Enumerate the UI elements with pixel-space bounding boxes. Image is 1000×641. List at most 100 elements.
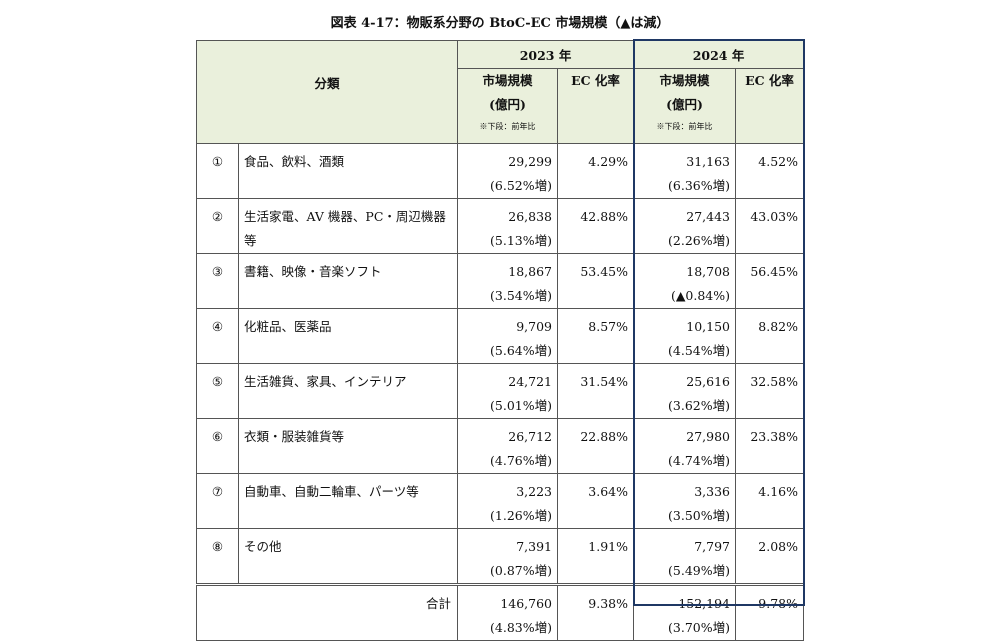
total-row: 合計 146,760 (4.83%増) 9.38% 152,194 (3.70%増) 9.7…: [195, 583, 805, 641]
market-size-cell: 25,616 (3.62%増): [633, 363, 737, 419]
market-size: 18,708: [686, 264, 731, 279]
note-label: ※下段：前年比: [656, 122, 713, 131]
ec-rate: 9.78%: [735, 583, 805, 641]
subheader-row: 市場規模 (億円) ※下段：前年比 EC 化率 市場規模 (億円) ※下段：前年比 EC 化率: [197, 68, 805, 144]
ec-rate: 43.03%: [735, 198, 805, 254]
growth-rate: (4.74%増): [668, 453, 731, 468]
unit-label: (億円): [666, 97, 703, 112]
market-size-label: 市場規模: [482, 73, 533, 88]
ec-rate: 3.64%: [557, 473, 635, 529]
category-header: 分類: [195, 40, 459, 144]
data-row: ③ 書籍、映像・音楽ソフト 18,867 (3.54%増) 53.45% 18,708 (▲…: [196, 253, 805, 309]
ec-rate: 8.57%: [557, 308, 635, 364]
category-name: 書籍、映像・音楽ソフト: [237, 253, 459, 309]
market-size-cell: 3,336 (3.50%増): [633, 473, 737, 529]
market-size: 31,163: [686, 154, 731, 169]
market-size-cell: 18,867 (3.54%増): [457, 253, 559, 309]
category-name: 生活雑貨、家具、インテリア: [237, 363, 459, 419]
growth-rate: (4.83%増): [490, 620, 553, 635]
year-header: 2024 年: [633, 40, 805, 69]
ec-rate: 32.58%: [735, 363, 805, 419]
note-label: ※下段：前年比: [479, 122, 536, 131]
category-name: その他: [237, 528, 459, 585]
market-size-cell: 31,163 (6.36%増): [633, 143, 737, 199]
market-size-cell: 152,194 (3.70%増): [633, 583, 737, 641]
ec-rate: 1.91%: [557, 528, 635, 585]
market-size: 9,709: [516, 319, 553, 334]
market-size-cell: 26,838 (5.13%増): [457, 198, 559, 254]
market-size-cell: 7,797 (5.49%増): [633, 528, 737, 585]
growth-rate: (3.70%増): [668, 620, 731, 635]
market-size-cell: 26,712 (4.76%増): [457, 418, 559, 474]
growth-rate: (2.26%増): [668, 233, 731, 248]
market-size-cell: 27,443 (2.26%増): [633, 198, 737, 254]
market-size: 26,712: [508, 429, 553, 444]
market-size: 26,838: [508, 209, 553, 224]
total-label: 合計: [195, 583, 459, 641]
ec-rate: 4.52%: [735, 143, 805, 199]
market-size-header: 市場規模 (億円) ※下段：前年比: [633, 68, 737, 144]
ec-rate-header: EC 化率: [735, 68, 805, 144]
ec-rate: 53.45%: [557, 253, 635, 309]
market-size: 3,336: [694, 484, 731, 499]
market-size: 152,194: [678, 596, 731, 611]
row-number: ③: [196, 253, 239, 309]
market-size: 24,721: [508, 374, 553, 389]
data-row: ② 生活家電、AV 機器、PC・周辺機器等 26,838 (5.13%増) 42.88%…: [196, 198, 805, 254]
market-size-cell: 27,980 (4.74%増): [633, 418, 737, 474]
market-table: 分類 2023 年 2024 年市場規模 (億円) ※下段：前年比 EC 化率 市場規模 (億…: [195, 40, 805, 641]
row-number: ⑤: [196, 363, 239, 419]
market-size: 29,299: [508, 154, 553, 169]
ec-rate: 56.45%: [735, 253, 805, 309]
market-size-label: 市場規模: [659, 73, 710, 88]
growth-rate: (3.50%増): [668, 508, 731, 523]
growth-rate: (5.13%増): [490, 233, 553, 248]
header-row: 分類 2023 年 2024 年: [195, 40, 805, 144]
growth-rate: (4.54%増): [668, 343, 731, 358]
ec-rate: 2.08%: [735, 528, 805, 585]
market-size-cell: 29,299 (6.52%増): [457, 143, 559, 199]
ec-rate: 9.38%: [557, 583, 635, 641]
market-size-cell: 7,391 (0.87%増): [457, 528, 559, 585]
unit-label: (億円): [489, 97, 526, 112]
market-size: 27,443: [686, 209, 731, 224]
market-size-cell: 18,708 (▲0.84%): [633, 253, 737, 309]
ec-rate: 42.88%: [557, 198, 635, 254]
market-size-cell: 24,721 (5.01%増): [457, 363, 559, 419]
market-size: 146,760: [500, 596, 553, 611]
table-wrap: 分類 2023 年 2024 年市場規模 (億円) ※下段：前年比 EC 化率 市場規模 (億…: [195, 39, 805, 641]
category-name: 食品、飲料、酒類: [237, 143, 459, 199]
growth-rate: (1.26%増): [490, 508, 553, 523]
ec-rate: 22.88%: [557, 418, 635, 474]
row-number: ⑥: [196, 418, 239, 474]
growth-rate: (5.01%増): [490, 398, 553, 413]
year-header: 2023 年: [457, 40, 635, 69]
growth-rate: (▲0.84%): [670, 288, 731, 303]
data-row: ④ 化粧品、医薬品 9,709 (5.64%増) 8.57% 10,150 (4.54%増)…: [196, 308, 805, 364]
market-size-header: 市場規模 (億円) ※下段：前年比: [457, 68, 559, 144]
market-size: 27,980: [686, 429, 731, 444]
page: 図表 4-17：物販系分野の BtoC-EC 市場規模（▲は減） 分類 2023 …: [195, 16, 805, 641]
market-size-cell: 3,223 (1.26%増): [457, 473, 559, 529]
market-size: 18,867: [508, 264, 553, 279]
category-name: 衣類・服装雑貨等: [237, 418, 459, 474]
ec-rate: 8.82%: [735, 308, 805, 364]
growth-rate: (5.64%増): [490, 343, 553, 358]
data-row: ⑤ 生活雑貨、家具、インテリア 24,721 (5.01%増) 31.54% 25,616…: [196, 363, 805, 419]
market-size: 7,797: [694, 539, 731, 554]
table-title: 図表 4-17：物販系分野の BtoC-EC 市場規模（▲は減）: [330, 16, 670, 31]
data-row: ① 食品、飲料、酒類 29,299 (6.52%増) 4.29% 31,163 (6.36%…: [196, 143, 805, 199]
growth-rate: (3.62%増): [668, 398, 731, 413]
data-row: ⑦ 自動車、自動二輪車、パーツ等 3,223 (1.26%増) 3.64% 3,336 (3…: [196, 473, 805, 529]
row-number: ④: [196, 308, 239, 364]
growth-rate: (3.54%増): [490, 288, 553, 303]
row-number: ①: [196, 143, 239, 199]
market-size-cell: 9,709 (5.64%増): [457, 308, 559, 364]
ec-rate-header: EC 化率: [557, 68, 635, 144]
row-number: ⑦: [196, 473, 239, 529]
category-name: 化粧品、医薬品: [237, 308, 459, 364]
row-number: ⑧: [196, 528, 239, 585]
market-size: 25,616: [686, 374, 731, 389]
market-size: 7,391: [516, 539, 553, 554]
data-row: ⑧ その他 7,391 (0.87%増) 1.91% 7,797 (5.49%増) 2.08%: [196, 528, 805, 585]
